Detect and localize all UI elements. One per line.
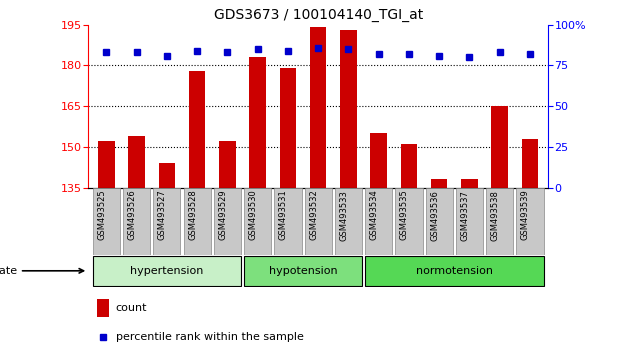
Text: GSM493536: GSM493536 <box>430 190 439 240</box>
Text: GSM493537: GSM493537 <box>461 190 469 240</box>
FancyBboxPatch shape <box>395 188 423 255</box>
FancyBboxPatch shape <box>93 188 120 255</box>
FancyBboxPatch shape <box>425 188 453 255</box>
FancyBboxPatch shape <box>244 256 362 286</box>
Text: hypotension: hypotension <box>269 266 337 276</box>
Text: GSM493531: GSM493531 <box>279 190 288 240</box>
Bar <box>129 136 145 188</box>
Text: GSM493534: GSM493534 <box>370 190 379 240</box>
Text: count: count <box>116 303 147 313</box>
Text: GSM493529: GSM493529 <box>219 190 227 240</box>
Text: GSM493535: GSM493535 <box>400 190 409 240</box>
Title: GDS3673 / 100104140_TGI_at: GDS3673 / 100104140_TGI_at <box>214 8 423 22</box>
Bar <box>189 71 205 188</box>
Text: GSM493528: GSM493528 <box>188 190 197 240</box>
FancyBboxPatch shape <box>517 188 544 255</box>
Bar <box>370 133 387 188</box>
Bar <box>98 299 109 317</box>
Text: GSM493532: GSM493532 <box>309 190 318 240</box>
Text: GSM493526: GSM493526 <box>128 190 137 240</box>
Bar <box>522 139 538 188</box>
FancyBboxPatch shape <box>365 188 392 255</box>
Text: GSM493527: GSM493527 <box>158 190 167 240</box>
FancyBboxPatch shape <box>274 188 302 255</box>
Text: disease state: disease state <box>0 266 84 276</box>
Bar <box>340 30 357 188</box>
Bar <box>491 106 508 188</box>
FancyBboxPatch shape <box>486 188 513 255</box>
FancyBboxPatch shape <box>214 188 241 255</box>
Bar <box>431 179 447 188</box>
Text: GSM493530: GSM493530 <box>249 190 258 240</box>
Text: normotension: normotension <box>416 266 493 276</box>
Text: GSM493538: GSM493538 <box>491 190 500 240</box>
FancyBboxPatch shape <box>244 188 272 255</box>
Text: percentile rank within the sample: percentile rank within the sample <box>116 332 304 342</box>
Text: GSM493539: GSM493539 <box>521 190 530 240</box>
Text: hypertension: hypertension <box>130 266 203 276</box>
Bar <box>219 142 236 188</box>
Text: GSM493525: GSM493525 <box>98 190 106 240</box>
FancyBboxPatch shape <box>304 188 332 255</box>
Bar <box>98 142 115 188</box>
Bar <box>159 163 175 188</box>
Text: GSM493533: GSM493533 <box>340 190 348 240</box>
FancyBboxPatch shape <box>153 188 180 255</box>
Bar <box>401 144 417 188</box>
FancyBboxPatch shape <box>93 256 241 286</box>
FancyBboxPatch shape <box>183 188 211 255</box>
Bar <box>461 179 478 188</box>
FancyBboxPatch shape <box>123 188 150 255</box>
Bar <box>280 68 296 188</box>
FancyBboxPatch shape <box>456 188 483 255</box>
FancyBboxPatch shape <box>335 188 362 255</box>
Bar <box>249 57 266 188</box>
Bar <box>310 28 326 188</box>
FancyBboxPatch shape <box>365 256 544 286</box>
